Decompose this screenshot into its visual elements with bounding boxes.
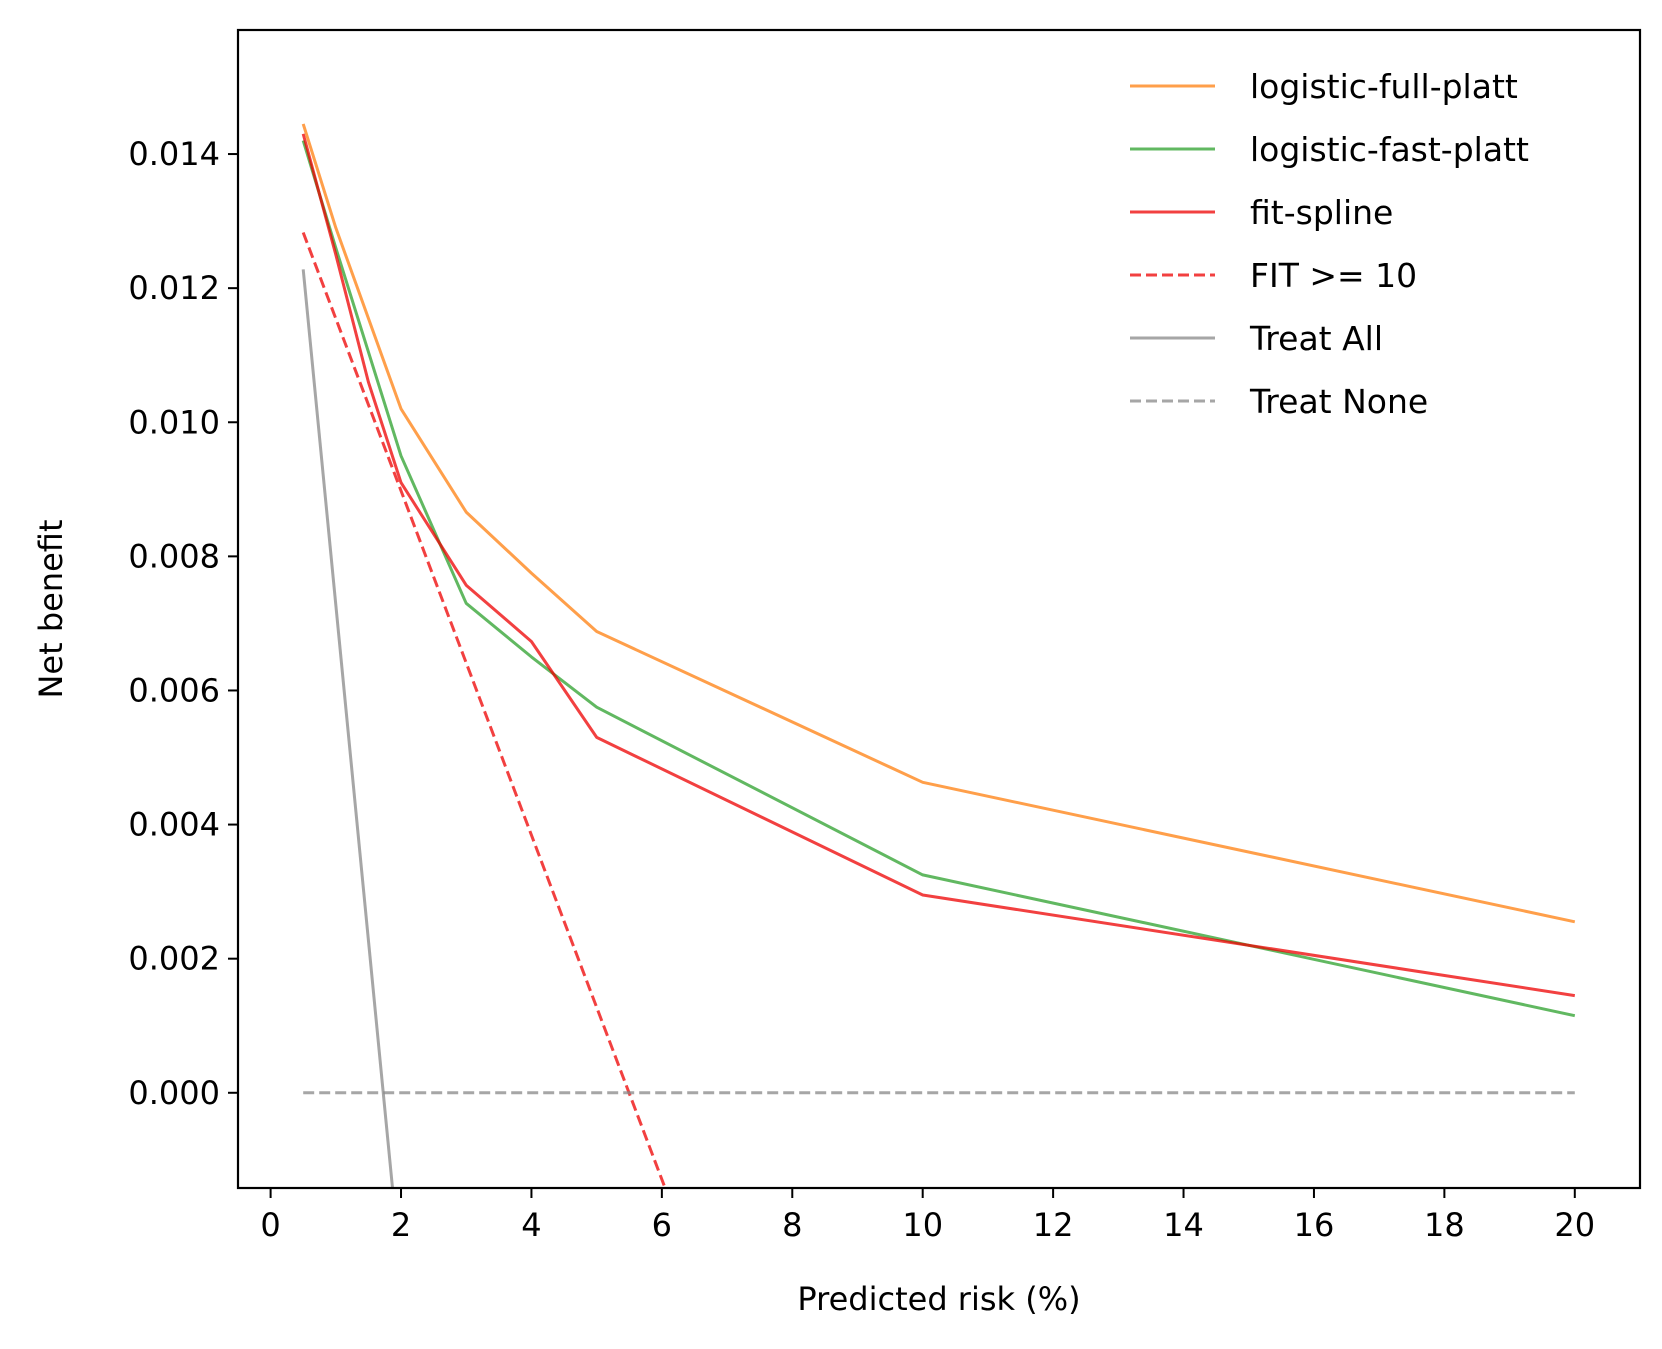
x-tick-label: 8: [782, 1206, 802, 1244]
legend-label: logistic-fast-platt: [1250, 130, 1529, 169]
legend-label: FIT >= 10: [1250, 256, 1417, 295]
legend-item: FIT >= 10: [1130, 256, 1417, 295]
x-tick-label: 16: [1294, 1206, 1335, 1244]
y-tick-label: 0.000: [128, 1074, 220, 1112]
y-tick-label: 0.014: [128, 135, 220, 173]
y-tick-label: 0.008: [128, 537, 220, 575]
x-tick-label: 10: [902, 1206, 943, 1244]
legend-label: Treat All: [1249, 319, 1383, 358]
legend-item: logistic-fast-platt: [1130, 130, 1529, 169]
tick-layer: 0 2 4 6 8 10 12 14 16 18 20 0.000 0.002 0.004 0.006 0.0…: [128, 135, 1595, 1244]
legend-label: Treat None: [1249, 382, 1428, 421]
series-line-2: [301, 133, 1576, 998]
legend: logistic-full-platt logistic-fast-platt fi…: [1130, 67, 1529, 421]
legend-item: Treat All: [1130, 319, 1383, 358]
x-tick-label: 0: [260, 1206, 280, 1244]
legend-item: fit-spline: [1130, 193, 1393, 232]
x-tick-label: 14: [1163, 1206, 1204, 1244]
y-tick-label: 0.010: [128, 403, 220, 441]
x-axis-label: Predicted risk (%): [797, 1280, 1080, 1318]
series-line-0: [301, 123, 1576, 924]
x-tick-label: 18: [1424, 1206, 1465, 1244]
y-tick-label: 0.006: [128, 671, 220, 709]
y-tick-label: 0.002: [128, 940, 220, 978]
plot-frame: [236, 28, 1642, 1190]
x-tick-label: 4: [521, 1206, 541, 1244]
x-tick-label: 20: [1554, 1206, 1595, 1244]
legend-label: fit-spline: [1250, 193, 1393, 232]
x-tick-label: 6: [652, 1206, 672, 1244]
series-line-4: [301, 269, 394, 1188]
y-tick-label: 0.004: [128, 806, 220, 844]
series-layer: [301, 123, 1576, 1188]
x-tick-label: 12: [1033, 1206, 1074, 1244]
y-axis-label: Net benefit: [32, 519, 70, 698]
x-tick-label: 2: [391, 1206, 411, 1244]
series-line-3: [301, 231, 667, 1188]
series-line-1: [301, 140, 1576, 1018]
legend-label: logistic-full-platt: [1250, 67, 1518, 106]
legend-item: Treat None: [1130, 382, 1428, 421]
y-tick-label: 0.012: [128, 269, 220, 307]
legend-item: logistic-full-platt: [1130, 67, 1518, 106]
